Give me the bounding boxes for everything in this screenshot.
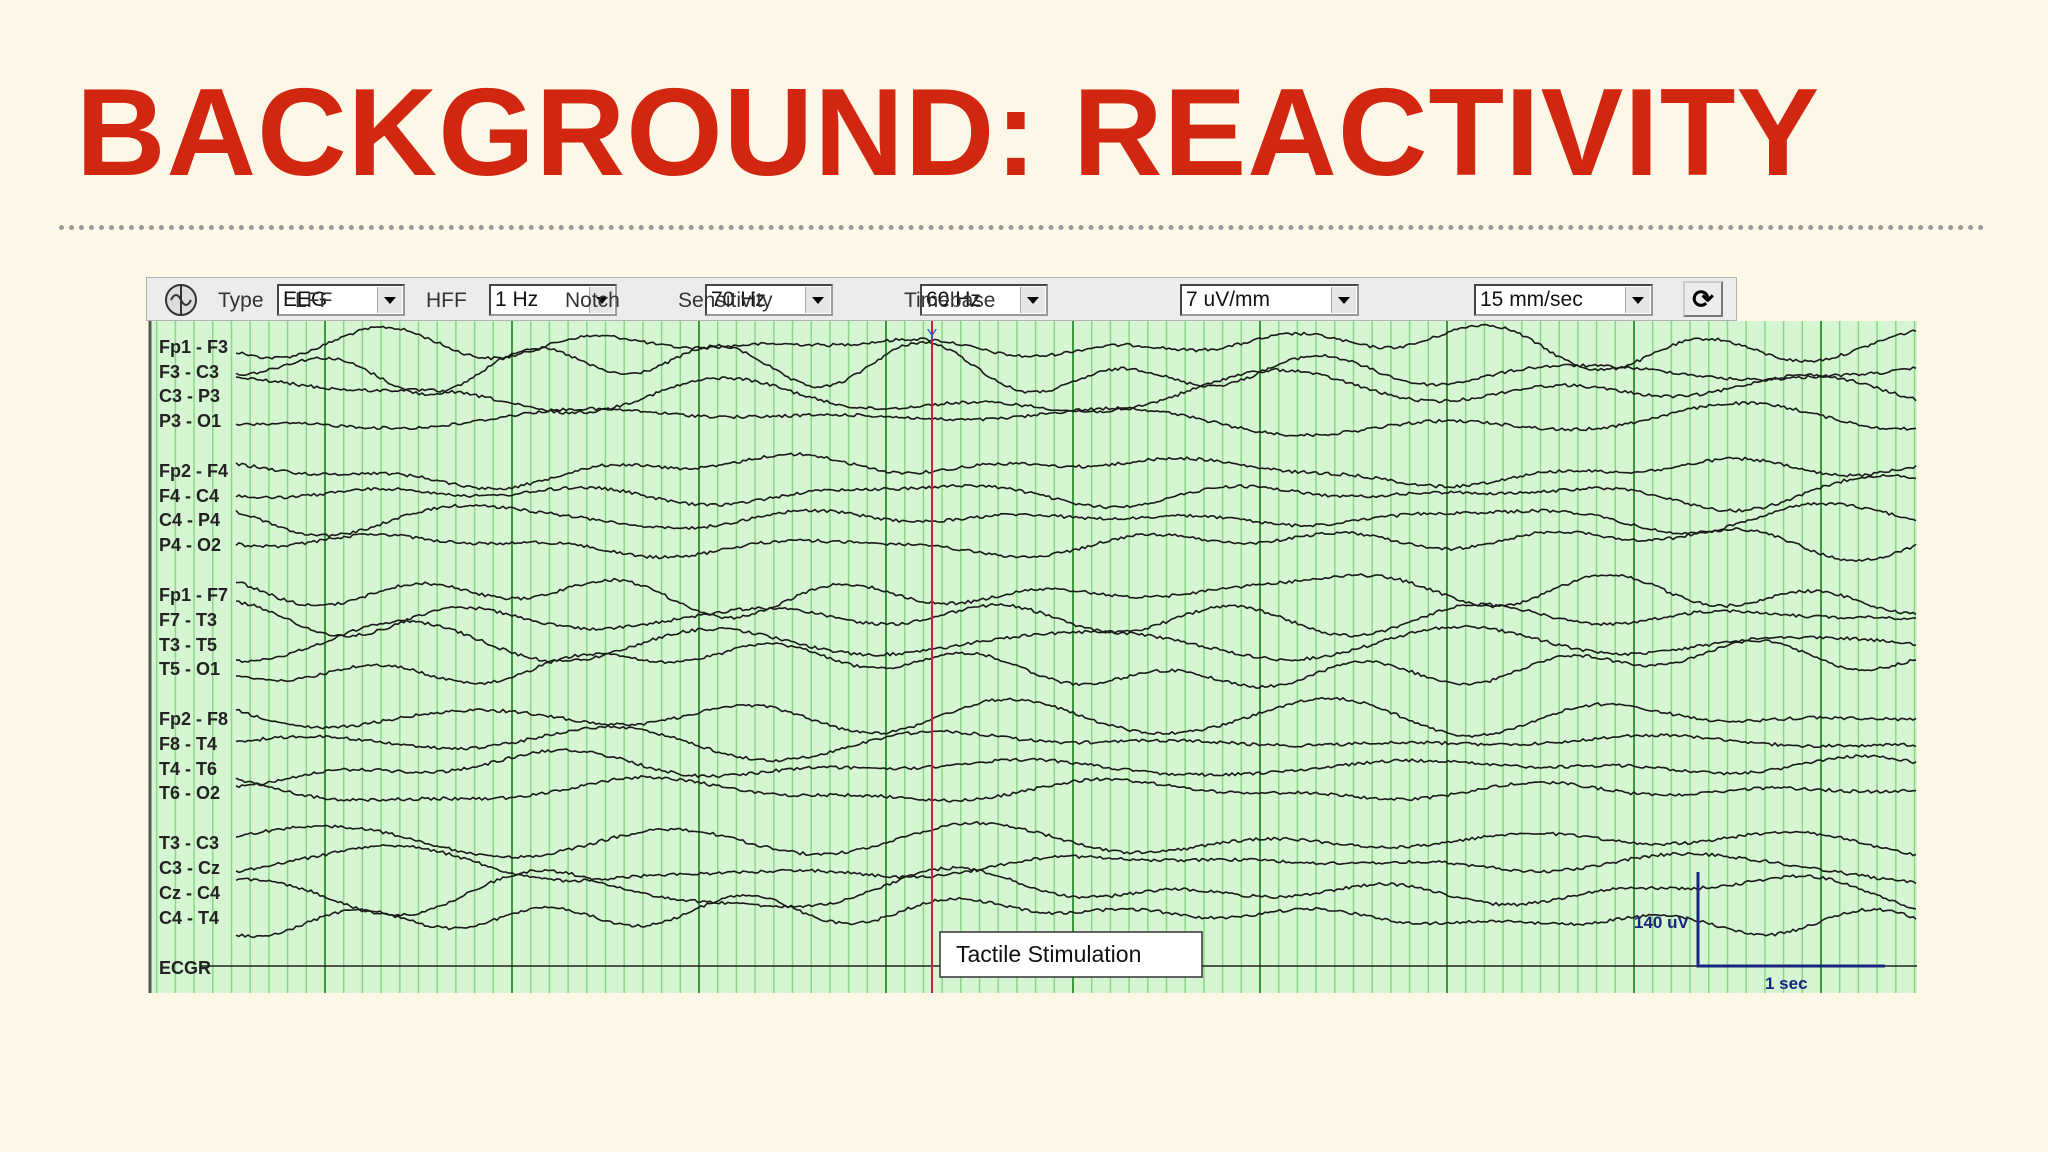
eeg-trace (235, 323, 1917, 372)
dropdown[interactable]: 70 Hz (705, 284, 833, 316)
channel-label: T5 - O1 (159, 659, 220, 679)
channel-label: T6 - O2 (159, 783, 220, 803)
dropdown[interactable]: 7 uV/mm (1180, 284, 1359, 316)
toolbar: ⟳ Type EEG LFF 1 Hz HFF 70 Hz Notch 60 Hz Sensit… (146, 277, 1737, 321)
eeg-trace (235, 473, 1917, 513)
channel-label: F4 - C4 (159, 486, 219, 506)
field-label: Notch (565, 289, 620, 312)
channel-label: P3 - O1 (159, 411, 221, 431)
eeg-trace (235, 367, 1917, 415)
annotation-text: Tactile Stimulation (956, 941, 1141, 967)
channel-label: F3 - C3 (159, 362, 219, 382)
field-label: Type (218, 289, 264, 312)
slide-title: BACKGROUND: REACTIVITY (76, 64, 1821, 202)
divider (59, 225, 1985, 230)
dropdown[interactable]: 1 Hz (489, 284, 617, 316)
eeg-trace (235, 340, 1917, 397)
scale-bar (1696, 872, 1885, 968)
channel-label: T4 - T6 (159, 759, 217, 779)
scale-time: 1 sec (1765, 974, 1808, 993)
channel-label: Fp1 - F7 (159, 585, 228, 605)
channel-label: Fp2 - F4 (159, 461, 228, 481)
eeg-trace (235, 452, 1917, 491)
channel-label: C4 - P4 (159, 510, 220, 530)
eeg-background (150, 321, 1917, 993)
eeg-trace (235, 619, 1917, 664)
eeg-trace (235, 600, 1917, 638)
eeg-trace (235, 527, 1917, 563)
eeg-trace (235, 893, 1917, 939)
field-label: HFF (426, 289, 467, 312)
eeg-trace (235, 748, 1917, 789)
channel-label: C4 - T4 (159, 908, 219, 928)
marker-flag: Y (927, 327, 938, 344)
channel-label: T3 - C3 (159, 833, 219, 853)
channel-label: F8 - T4 (159, 734, 217, 754)
eeg-trace (235, 573, 1917, 620)
channel-label: Cz - C4 (159, 883, 220, 903)
field-label: LFF (295, 289, 333, 312)
channel-label: ECGR (159, 958, 211, 978)
scale-amplitude: 140 uV (1634, 913, 1689, 932)
channel-label: C3 - P3 (159, 386, 220, 406)
refresh-button[interactable]: ⟳ (1683, 281, 1723, 317)
channel-label: Fp2 - F8 (159, 709, 228, 729)
channel-label: P4 - O2 (159, 535, 221, 555)
brain-icon[interactable] (163, 282, 199, 318)
eeg-trace (235, 501, 1917, 538)
channel-label: Fp1 - F3 (159, 337, 228, 357)
eeg-trace (235, 775, 1917, 803)
eeg-trace (235, 696, 1917, 739)
channel-label: F7 - T3 (159, 610, 217, 630)
field-label: Timebase (904, 289, 996, 312)
dropdown[interactable]: 15 mm/sec (1474, 284, 1653, 316)
eeg-trace (235, 865, 1917, 917)
dropdown[interactable]: EEG (277, 284, 405, 316)
annotation-box (939, 931, 1203, 978)
field-label: Sensitivity (678, 289, 773, 312)
eeg-trace (235, 724, 1917, 763)
dropdown[interactable]: 60 Hz (920, 284, 1048, 316)
eeg-trace (235, 820, 1917, 860)
eeg-trace (236, 639, 1917, 689)
eeg-trace (235, 400, 1917, 438)
channel-label: T3 - T5 (159, 635, 217, 655)
channel-label: C3 - Cz (159, 858, 220, 878)
